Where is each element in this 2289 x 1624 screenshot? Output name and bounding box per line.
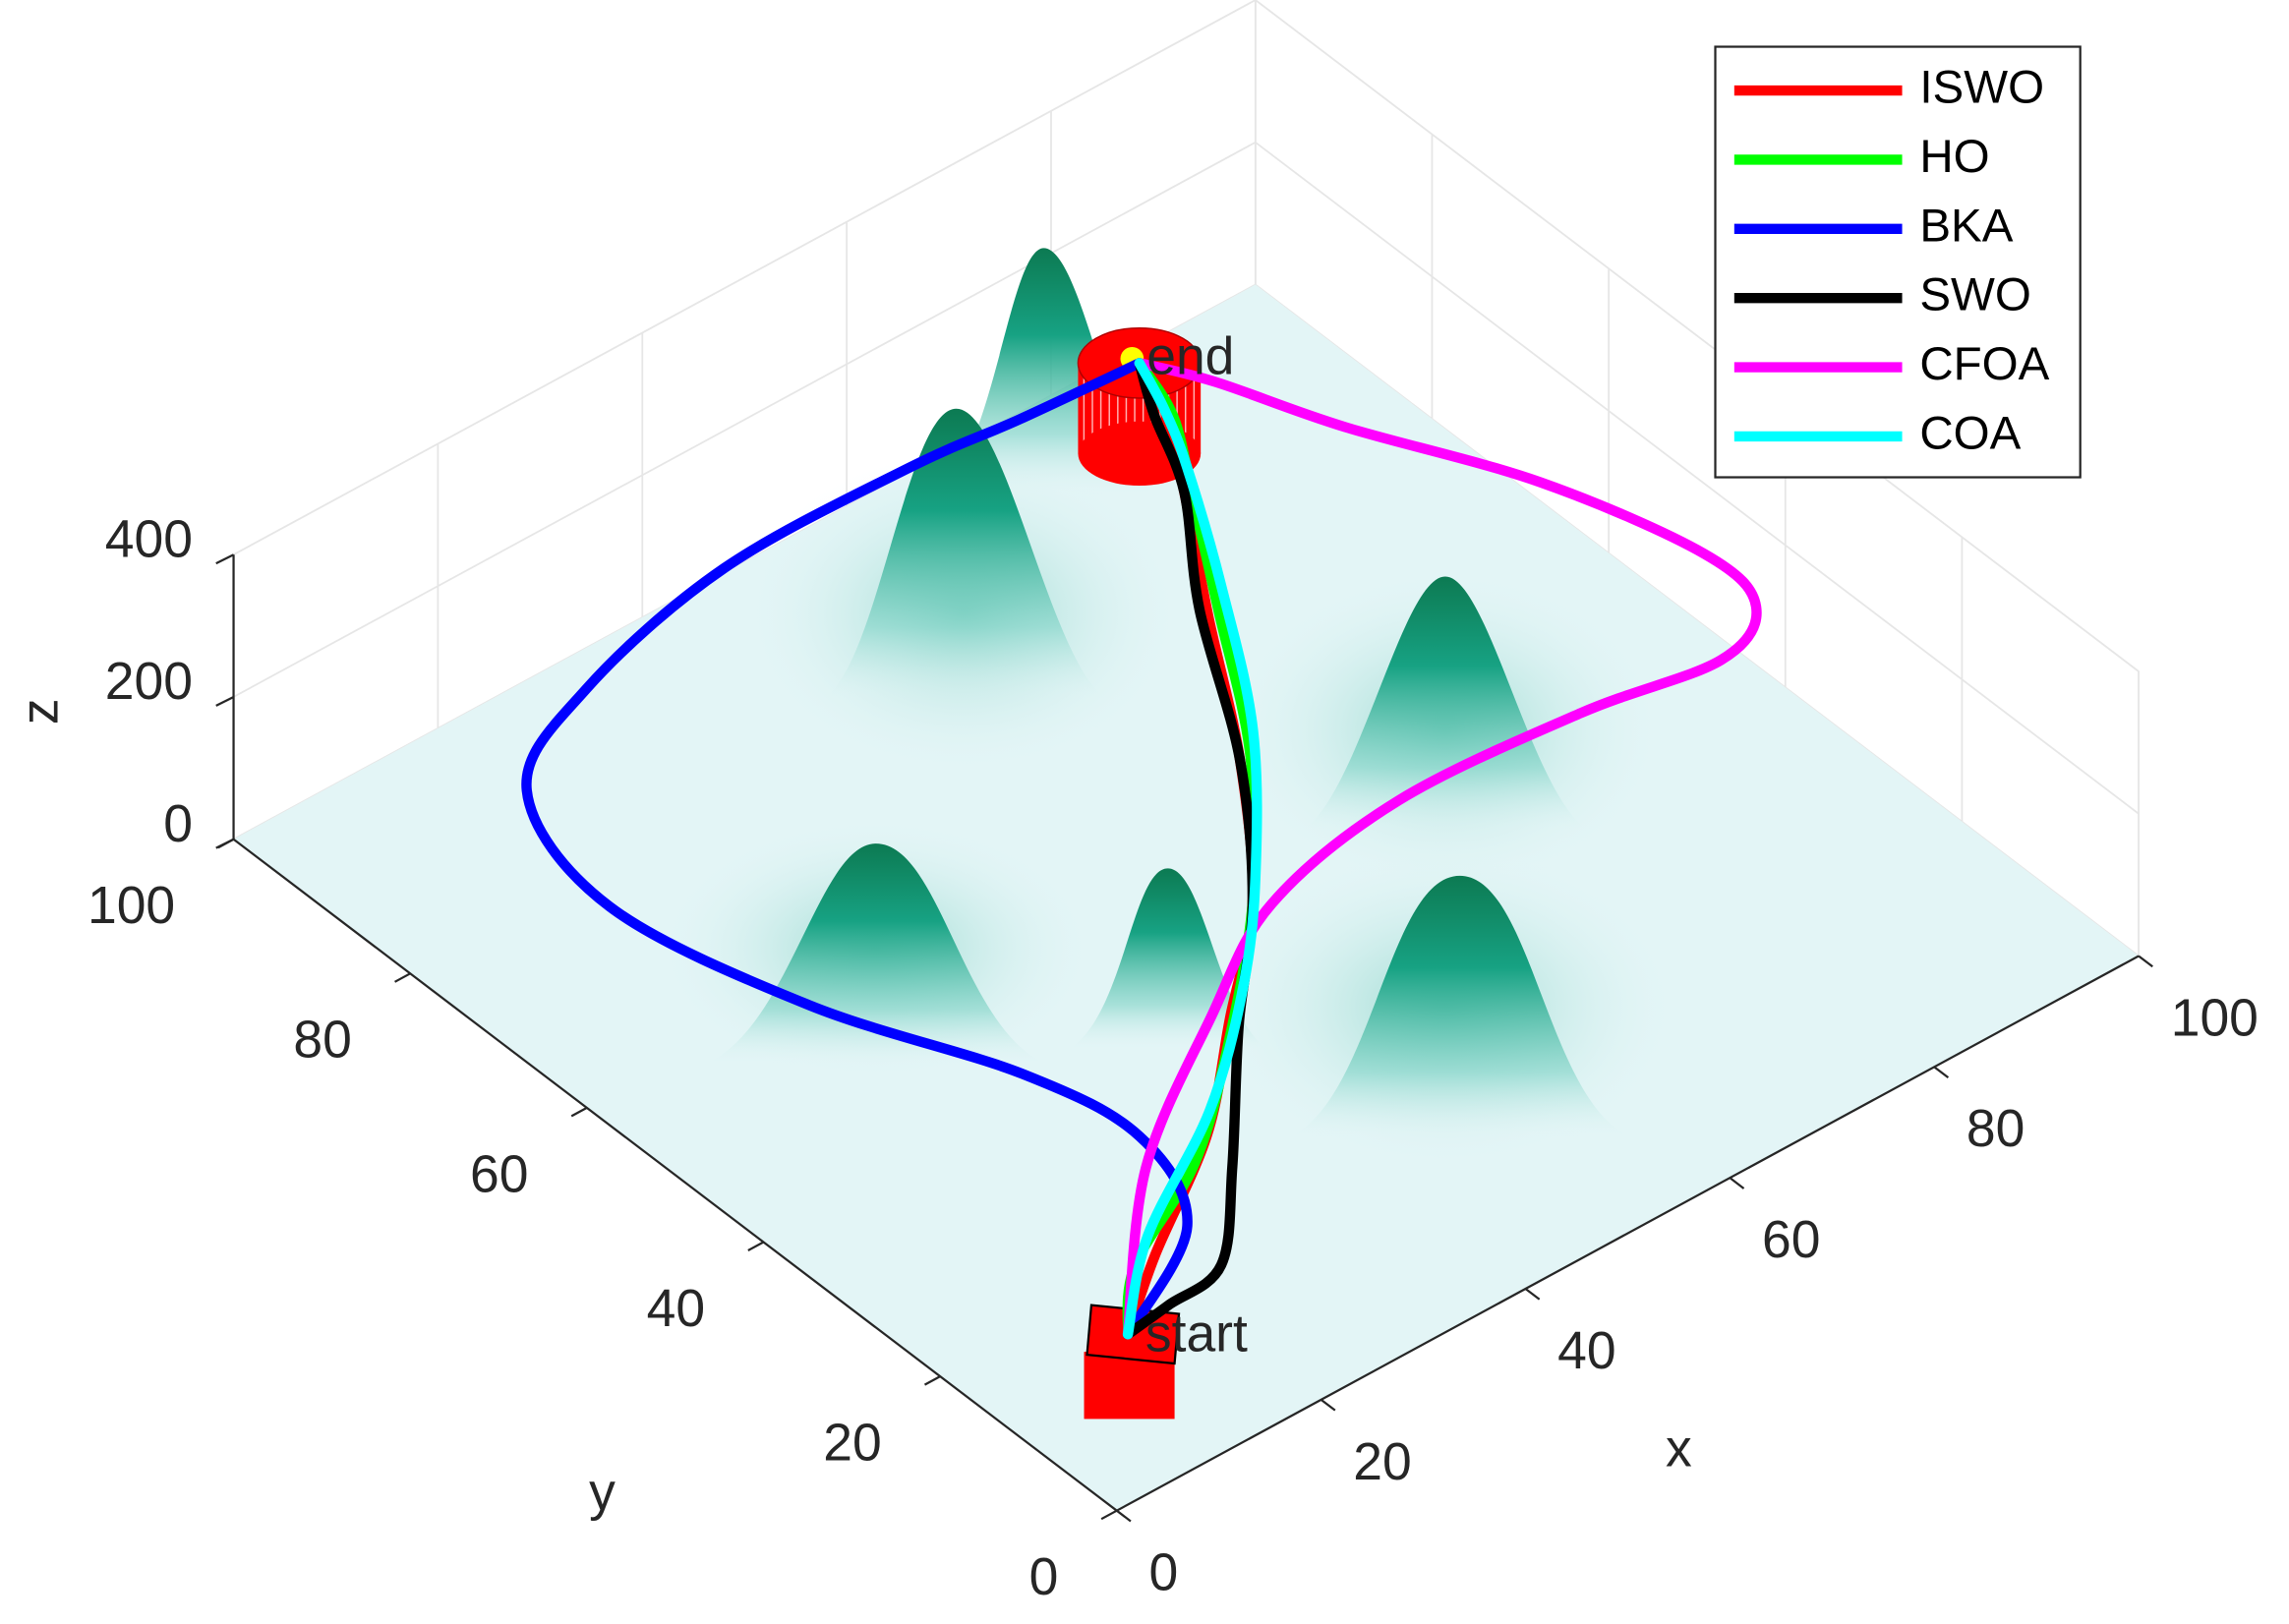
x-tick xyxy=(1524,1288,1541,1301)
legend-label: COA xyxy=(1919,407,2021,459)
x-tick xyxy=(1729,1177,1745,1189)
terrain-peak xyxy=(1284,875,1635,1139)
y-axis-label: y xyxy=(589,1464,616,1522)
y-tick-label: 80 xyxy=(293,1012,351,1070)
legend: ISWO HO BKA SWO CFOA COA xyxy=(1714,45,2082,479)
terrain-peak xyxy=(700,843,1051,1066)
axes-front: 0 20 40 60 80 100 0 20 40 60 80 100 0 200 400 x y z start e… xyxy=(12,326,2259,1606)
z-tick-label: 0 xyxy=(163,795,193,853)
x-tick-label: 20 xyxy=(1353,1433,1411,1491)
z-tick xyxy=(215,695,235,707)
x-tick xyxy=(1320,1398,1336,1412)
z-tick-label: 200 xyxy=(105,653,193,711)
z-tick-label: 400 xyxy=(105,510,193,568)
y-tick xyxy=(747,1241,765,1251)
x-tick xyxy=(1116,1509,1132,1523)
z-axis-label: z xyxy=(12,698,70,725)
legend-label: BKA xyxy=(1919,200,2013,252)
legend-box xyxy=(1714,45,2082,479)
legend-label: ISWO xyxy=(1919,62,2044,114)
y-tick-label: 60 xyxy=(470,1145,528,1203)
y-tick xyxy=(923,1375,941,1386)
x-tick-label: 100 xyxy=(2171,989,2259,1047)
annotation: start xyxy=(1145,1305,1248,1363)
y-tick-label: 0 xyxy=(1029,1548,1059,1606)
y-tick xyxy=(570,1106,588,1118)
axis-line xyxy=(232,838,1118,1512)
x-tick-label: 40 xyxy=(1557,1322,1615,1380)
path-line xyxy=(1122,358,1762,1340)
y-tick xyxy=(1100,1509,1118,1521)
x-axis-label: x xyxy=(1666,1420,1692,1478)
x-tick xyxy=(1933,1066,1950,1079)
legend-label: CFOA xyxy=(1919,338,2049,390)
y-tick-label: 100 xyxy=(88,877,175,935)
x-tick xyxy=(2138,955,2153,968)
grid-line xyxy=(233,141,2140,815)
grid-line xyxy=(233,283,2140,957)
x-tick-label: 80 xyxy=(1966,1100,2025,1158)
terrain-peak xyxy=(1299,576,1592,833)
terrain-peak xyxy=(817,408,1110,701)
z-tick xyxy=(215,838,235,849)
legend-label: SWO xyxy=(1919,269,2030,321)
y-tick-label: 20 xyxy=(823,1414,881,1472)
x-tick-label: 0 xyxy=(1148,1544,1178,1602)
legend-label: HO xyxy=(1919,131,1989,183)
annotation: end xyxy=(1146,327,1234,385)
terrain xyxy=(657,248,1679,1168)
z-tick xyxy=(215,553,235,565)
axis-line xyxy=(1116,955,2140,1512)
y-tick xyxy=(394,972,411,983)
path-line xyxy=(1122,358,1262,1340)
path-line xyxy=(521,358,1193,1340)
y-tick-label: 40 xyxy=(647,1280,705,1338)
x-tick-label: 60 xyxy=(1762,1211,1820,1269)
